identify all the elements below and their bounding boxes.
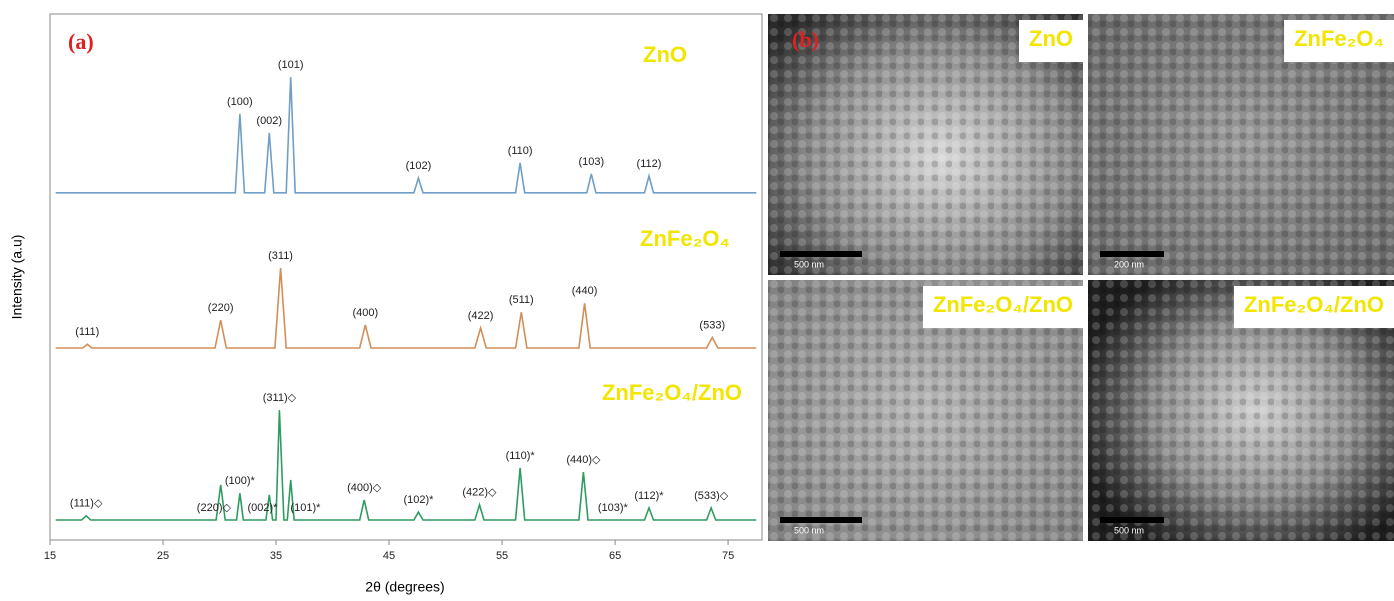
peak-label: (220)◇ [197,502,232,514]
peak-label: (102) [406,160,432,172]
peak-label: (400) [352,307,378,319]
plot-frame [50,14,762,540]
image-label: ZnFe₂O₄/ZnO [1244,292,1384,317]
figure: (a) 2θ (degrees) Intensity (a.u) (b) 15 2… [0,0,1394,601]
image-label: ZnFe₂O₄ [1294,26,1384,51]
peak-label: (422) [468,310,494,322]
series-name: ZnFe₂O₄ [640,226,730,251]
panel-label: (a) [68,29,94,54]
x-tick-label: 65 [609,550,621,562]
peak-label: (110)* [506,450,536,462]
scale-bar [1100,517,1164,523]
peak-label: (511) [509,294,534,306]
scale-bar [780,517,862,523]
peak-label: (111) [75,326,99,338]
scale-label: 500 nm [794,259,824,269]
x-tick-label: 45 [383,550,395,562]
peak-label: (111)◇ [70,498,103,510]
sem-images [768,14,1394,541]
peak-label: (002) [256,115,282,127]
peak-label: (422)◇ [462,487,497,499]
peak-label: (102)* [403,494,434,506]
peak-label: (400)◇ [347,482,382,494]
y-axis-label: Intensity (a.u) [9,235,25,320]
x-axis-label: 2θ (degrees) [365,579,444,595]
series-name: ZnO [643,42,687,67]
peak-label: (101) [278,59,304,71]
xrd-line [56,77,757,193]
scale-label: 500 nm [794,525,824,535]
peak-label: (533) [699,319,725,331]
peak-label: (311) [268,250,293,262]
peak-label: (440) [572,285,598,297]
x-tick-label: 15 [44,550,56,562]
xrd-line [56,268,757,348]
peak-label: (002)* [247,502,278,514]
scale-bar [780,251,862,257]
scale-label: 200 nm [1114,259,1144,269]
peak-label: (112) [637,158,662,170]
peak-label: (100)* [225,475,256,487]
peak-label: (101)* [290,502,321,514]
image-label: ZnFe₂O₄/ZnO [933,292,1073,317]
series-name: ZnFe₂O₄/ZnO [602,380,742,405]
peak-label: (112)* [634,490,664,502]
peak-label: (311)◇ [263,392,297,404]
peak-label: (533)◇ [694,490,729,502]
panel-label: (b) [792,27,819,52]
scale-bar [1100,251,1164,257]
peak-label: (440)◇ [566,454,601,466]
scale-label: 500 nm [1114,525,1144,535]
x-tick-label: 35 [270,550,282,562]
x-tick-label: 75 [722,550,734,562]
image-label: ZnO [1029,26,1073,51]
peak-label: (103) [579,156,605,168]
x-tick-label: 55 [496,550,508,562]
peak-label: (110) [508,145,533,157]
peak-label: (100) [227,96,253,108]
x-tick-label: 25 [157,550,169,562]
figure-svg: (a) 2θ (degrees) Intensity (a.u) (b) 15 2… [0,0,1394,601]
peak-label: (103)* [598,502,629,514]
peak-label: (220) [208,302,234,314]
